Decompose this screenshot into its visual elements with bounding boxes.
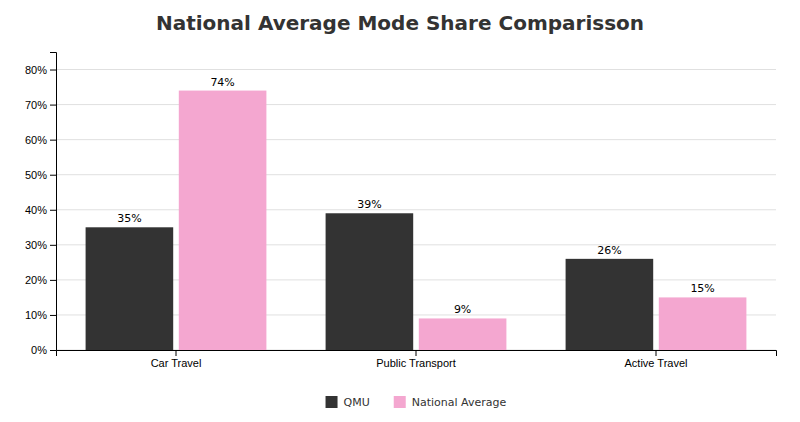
bar — [659, 297, 747, 350]
axis-line — [57, 351, 777, 357]
tick-label: 60% — [25, 134, 47, 146]
legend-label: QMU — [344, 396, 370, 409]
tick-label: 50% — [25, 169, 47, 181]
tick: Active Travel — [625, 350, 688, 369]
grid-line — [56, 139, 776, 140]
bar — [419, 318, 507, 350]
legend-label: National Average — [412, 396, 507, 409]
axis-line — [50, 53, 57, 351]
legend-swatch — [394, 396, 406, 408]
bars — [86, 91, 747, 350]
y-axis: 0% 10% 20% 30% 40% 50% 60% 70% 80% — [25, 53, 57, 357]
data-label: 26% — [597, 244, 621, 257]
data-labels: 35% 39% 26% 74% 9% 15% — [117, 76, 715, 317]
data-label: 9% — [454, 303, 471, 316]
legend-item: National Average — [394, 396, 507, 409]
x-axis: Car Travel Public Transport Active Travel — [57, 350, 777, 369]
tick-label: Car Travel — [151, 357, 202, 369]
tick-label: 80% — [25, 64, 47, 76]
grid — [56, 70, 776, 350]
tick-label: 30% — [25, 239, 47, 251]
data-label: 39% — [357, 198, 381, 211]
grid-line — [56, 174, 776, 175]
tick-mark — [656, 350, 657, 356]
tick: 40% — [25, 204, 56, 216]
tick-mark — [50, 70, 56, 71]
data-label: 74% — [210, 76, 234, 89]
tick-mark — [50, 350, 56, 351]
tick-mark — [50, 175, 56, 176]
grid-line — [56, 209, 776, 210]
tick: 70% — [25, 99, 56, 111]
bar — [566, 259, 654, 350]
tick: Car Travel — [151, 350, 202, 369]
tick: 0% — [31, 344, 56, 356]
tick: 80% — [25, 64, 56, 76]
tick-mark — [416, 350, 417, 356]
tick-mark — [50, 280, 56, 281]
tick-label: 0% — [31, 344, 47, 356]
tick-mark — [50, 245, 56, 246]
tick: Public Transport — [376, 350, 455, 369]
tick: 10% — [25, 309, 56, 321]
tick-label: 20% — [25, 274, 47, 286]
bar — [326, 213, 414, 350]
tick: 50% — [25, 169, 56, 181]
legend-swatch — [326, 396, 338, 408]
title: National Average Mode Share Comparisson — [156, 11, 644, 35]
legend-item: QMU — [326, 396, 370, 409]
legend: QMU National Average — [326, 396, 507, 409]
grid-line — [56, 69, 776, 70]
tick: 30% — [25, 239, 56, 251]
data-label: 35% — [117, 212, 141, 225]
tick-label: 40% — [25, 204, 47, 216]
data-label: 15% — [690, 282, 714, 295]
tick-label: 10% — [25, 309, 47, 321]
tick-label: Public Transport — [376, 357, 455, 369]
tick-mark — [50, 105, 56, 106]
grid-line — [56, 104, 776, 105]
bar — [86, 227, 174, 350]
tick: 60% — [25, 134, 56, 146]
tick-mark — [50, 140, 56, 141]
tick-mark — [176, 350, 177, 356]
tick: 20% — [25, 274, 56, 286]
plot: 35% 39% 26% 74% 9% 15% 0% 10% 20% 30% 40% 50% 60% 70%… — [25, 53, 777, 369]
tick-label: 70% — [25, 99, 47, 111]
tick-label: Active Travel — [625, 357, 688, 369]
chart: National Average Mode Share Comparisson 3… — [0, 0, 800, 422]
tick-mark — [50, 315, 56, 316]
tick-mark — [50, 210, 56, 211]
bar — [179, 91, 267, 350]
